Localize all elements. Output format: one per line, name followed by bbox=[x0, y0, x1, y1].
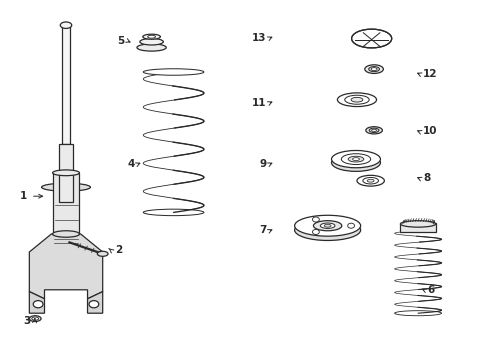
Ellipse shape bbox=[341, 154, 370, 165]
Ellipse shape bbox=[347, 156, 363, 162]
Ellipse shape bbox=[41, 183, 90, 191]
Bar bbox=[61, 25, 70, 144]
Ellipse shape bbox=[331, 154, 380, 171]
Polygon shape bbox=[87, 292, 102, 313]
Ellipse shape bbox=[142, 34, 160, 39]
Ellipse shape bbox=[313, 221, 341, 231]
Ellipse shape bbox=[368, 67, 379, 72]
Text: 8: 8 bbox=[422, 173, 429, 183]
Text: 11: 11 bbox=[251, 98, 266, 108]
Text: 10: 10 bbox=[422, 126, 437, 136]
Ellipse shape bbox=[365, 127, 382, 134]
Text: 12: 12 bbox=[422, 69, 437, 79]
Ellipse shape bbox=[324, 224, 330, 227]
Circle shape bbox=[33, 301, 43, 308]
Ellipse shape bbox=[371, 129, 376, 131]
Polygon shape bbox=[29, 234, 102, 299]
Text: 5: 5 bbox=[117, 36, 124, 46]
Bar bbox=[400, 223, 435, 232]
Ellipse shape bbox=[53, 170, 80, 176]
Circle shape bbox=[347, 223, 354, 228]
Bar bbox=[53, 173, 79, 234]
Text: 1: 1 bbox=[20, 191, 27, 201]
Ellipse shape bbox=[29, 316, 41, 321]
Text: 9: 9 bbox=[259, 159, 266, 169]
Ellipse shape bbox=[143, 209, 203, 216]
Circle shape bbox=[312, 217, 319, 222]
Ellipse shape bbox=[143, 69, 203, 75]
Ellipse shape bbox=[368, 128, 378, 132]
Circle shape bbox=[312, 229, 319, 234]
Ellipse shape bbox=[362, 177, 378, 184]
Ellipse shape bbox=[137, 44, 166, 51]
Ellipse shape bbox=[60, 22, 72, 28]
Text: 6: 6 bbox=[427, 285, 434, 295]
Ellipse shape bbox=[53, 231, 80, 237]
Text: 4: 4 bbox=[127, 159, 134, 169]
Ellipse shape bbox=[344, 95, 368, 104]
Ellipse shape bbox=[140, 39, 163, 45]
Bar bbox=[59, 144, 73, 202]
Ellipse shape bbox=[370, 68, 376, 71]
Ellipse shape bbox=[364, 65, 383, 73]
Ellipse shape bbox=[294, 215, 360, 236]
Ellipse shape bbox=[331, 150, 380, 168]
Ellipse shape bbox=[394, 311, 441, 316]
Text: 13: 13 bbox=[251, 33, 266, 43]
Ellipse shape bbox=[400, 221, 435, 227]
Ellipse shape bbox=[97, 251, 108, 256]
Text: 2: 2 bbox=[115, 245, 122, 255]
Ellipse shape bbox=[351, 29, 391, 48]
Ellipse shape bbox=[352, 158, 359, 161]
Ellipse shape bbox=[337, 93, 376, 107]
Polygon shape bbox=[29, 292, 44, 313]
Ellipse shape bbox=[147, 35, 155, 38]
Ellipse shape bbox=[294, 220, 360, 240]
Circle shape bbox=[89, 301, 99, 308]
Text: 3: 3 bbox=[23, 316, 31, 326]
Ellipse shape bbox=[320, 223, 334, 228]
Ellipse shape bbox=[356, 175, 384, 186]
Ellipse shape bbox=[350, 98, 362, 102]
Text: 7: 7 bbox=[259, 225, 266, 235]
Ellipse shape bbox=[32, 317, 39, 320]
Ellipse shape bbox=[366, 179, 373, 182]
